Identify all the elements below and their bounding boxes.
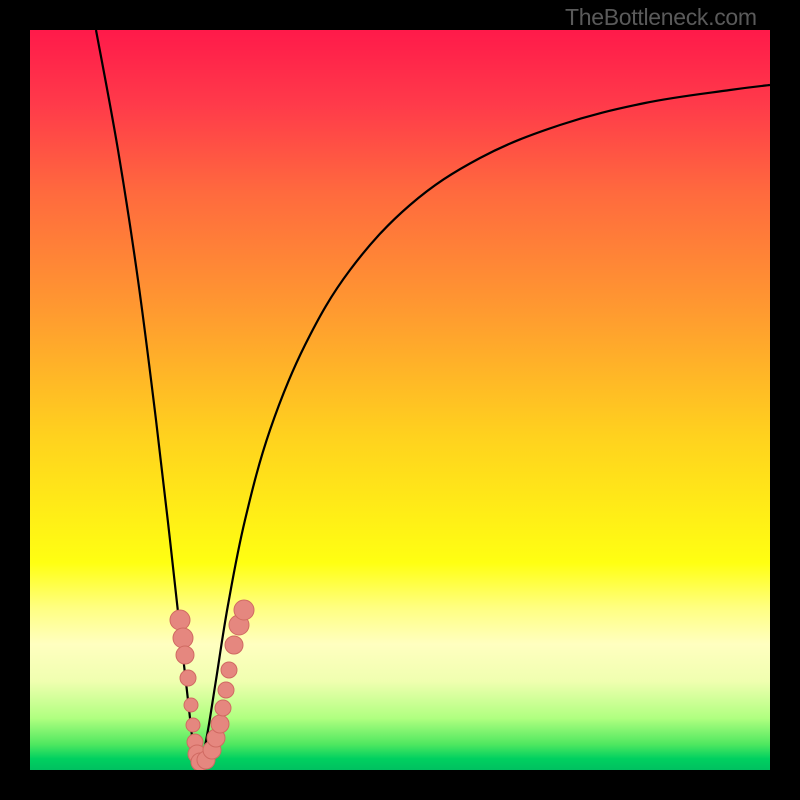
data-marker [176,646,194,664]
data-marker [173,628,193,648]
data-marker [170,610,190,630]
data-marker [218,682,234,698]
data-marker [211,715,229,733]
gradient-background [30,30,770,770]
data-marker [221,662,237,678]
data-marker [225,636,243,654]
data-marker [184,698,198,712]
watermark-text: TheBottleneck.com [565,4,757,31]
data-marker [215,700,231,716]
plot-area [30,30,770,770]
plot-svg [30,30,770,770]
data-marker [180,670,196,686]
data-marker [186,718,200,732]
data-marker [234,600,254,620]
